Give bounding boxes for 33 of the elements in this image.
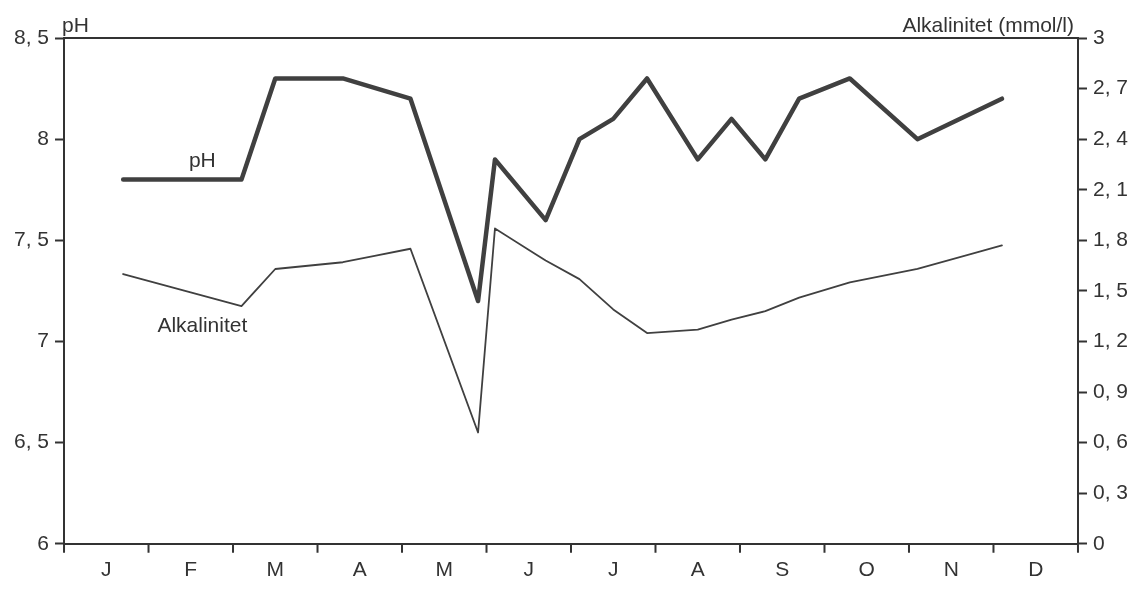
y-tick-label: 7 <box>37 328 50 352</box>
y-tick-label: 7, 5 <box>14 227 50 251</box>
y2-tick-label: 1, 5 <box>1092 277 1128 301</box>
x-tick-label: D <box>1028 557 1044 581</box>
y-tick-label: 8 <box>37 125 50 149</box>
x-tick-label: M <box>266 557 285 581</box>
y-tick-label: 6, 5 <box>14 429 50 453</box>
y2-tick-label: 0 <box>1092 530 1105 554</box>
x-tick-label: A <box>352 557 367 581</box>
y2-tick-label: 0, 6 <box>1092 429 1128 453</box>
x-tick-label: O <box>858 557 875 581</box>
x-tick-label: N <box>943 557 959 581</box>
y2-tick-label: 2, 4 <box>1092 125 1129 149</box>
x-tick-label: J <box>101 557 112 581</box>
y2-tick-label: 1, 8 <box>1092 227 1128 251</box>
x-tick-label: S <box>775 557 790 581</box>
y-axis-title: pH <box>62 13 89 37</box>
y2-tick-label: 3 <box>1092 24 1105 48</box>
x-tick-label: J <box>523 557 534 581</box>
y-tick-label: 6 <box>37 530 50 554</box>
x-tick-label: M <box>435 557 454 581</box>
x-tick-label: J <box>608 557 619 581</box>
y2-tick-label: 2, 1 <box>1092 176 1128 200</box>
y2-tick-label: 1, 2 <box>1092 328 1128 352</box>
y-tick-label: 8, 5 <box>14 24 50 48</box>
x-tick-label: A <box>690 557 705 581</box>
series-label: Alkalinitet <box>157 313 248 337</box>
x-tick-label: F <box>184 557 198 581</box>
series-label: pH <box>188 147 216 171</box>
y2-tick-label: 0, 9 <box>1092 378 1128 402</box>
y2-axis-title: Alkalinitet (mmol/l) <box>902 13 1074 37</box>
y2-tick-label: 0, 3 <box>1092 480 1128 504</box>
y2-tick-label: 2, 7 <box>1092 75 1128 99</box>
